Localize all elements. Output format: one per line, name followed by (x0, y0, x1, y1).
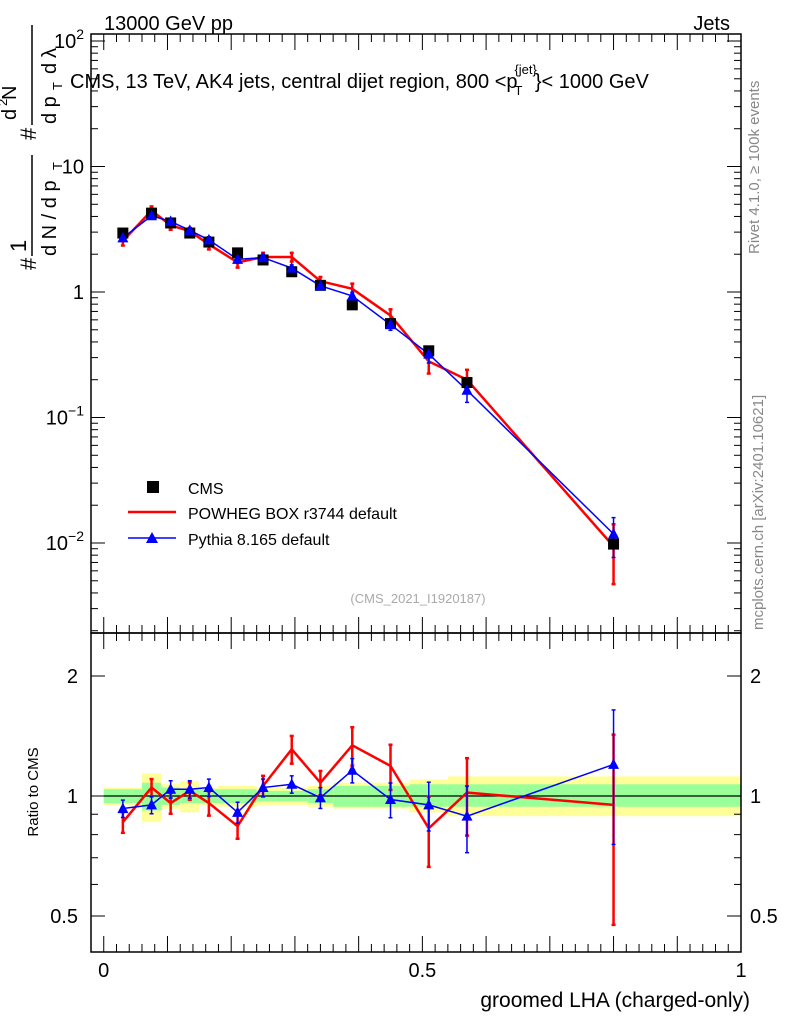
main-y-tick-label: 10−2 (46, 528, 84, 555)
title-sup-jet: {jet} (514, 62, 537, 77)
svg-text:2: 2 (0, 99, 10, 106)
ratio-powheg-line (121, 743, 614, 831)
ratio-pythia-point (314, 791, 326, 803)
svg-text:#: # (16, 257, 41, 270)
ratio-pythia-point (203, 781, 215, 793)
pythia-point (461, 384, 473, 395)
pythia-point (608, 527, 620, 539)
svg-text:T: T (50, 162, 65, 170)
svg-text:#: # (16, 127, 41, 140)
title-part-1: CMS, 13 TeV, AK4 jets, central dijet reg… (70, 71, 518, 93)
pythia-point (184, 224, 196, 235)
ratio-y-tick-label-right: 0.5 (750, 906, 778, 928)
main-y-tick-label: 1 (73, 282, 84, 304)
rivet-label: Rivet 4.1.0, ≥ 100k events (746, 81, 763, 254)
ratio-pythia-point (257, 781, 269, 793)
ratio-y-tick-label-left: 1 (67, 786, 78, 808)
legend-marker-cms (147, 481, 159, 493)
ratio-pythia-line (122, 763, 614, 817)
pythia-point (286, 262, 298, 273)
main-y-tick-label: 10 (62, 157, 84, 179)
svg-text:d: d (39, 63, 61, 74)
ratio-panel-marks (117, 709, 620, 927)
ratio-pythia-point (232, 806, 244, 817)
pythia-point (257, 251, 269, 263)
title-part-2: }< 1000 GeV (535, 71, 650, 93)
pythia-point (314, 279, 326, 291)
ratio-pythia-point (117, 802, 129, 814)
svg-text:N: N (0, 86, 21, 100)
x-axis-label: groomed LHA (charged-only) (480, 989, 750, 1012)
cms-point (232, 247, 244, 259)
ratio-pythia-point (423, 798, 435, 810)
title-sub-T: T (515, 83, 523, 98)
pythia-point (117, 231, 129, 243)
svg-text:d: d (0, 109, 21, 120)
legend-label-powheg: POWHEG BOX r3744 default (188, 506, 398, 523)
pythia-point (165, 215, 177, 226)
x-tick-label: 0.5 (408, 960, 436, 982)
main-y-tick-label: 10−1 (46, 403, 84, 430)
cms-point (608, 538, 620, 550)
pythia-point (385, 318, 397, 330)
pythia-point (346, 289, 358, 301)
legend-marker-pythia (146, 532, 158, 543)
main-y-tick-label: 102 (54, 26, 84, 53)
ratio-frame (90, 632, 742, 953)
ratio-pythia-point (385, 793, 397, 804)
x-tick-label: 0 (98, 960, 109, 982)
svg-text:d N / d p: d N / d p (39, 180, 61, 256)
ratio-pythia-point (146, 798, 158, 810)
process-label: 13000 GeV pp (104, 13, 233, 35)
legend-label-pythia: Pythia 8.165 default (188, 532, 330, 549)
ratio-pythia-point (608, 758, 620, 769)
analysis-watermark: (CMS_2021_I1920187) (350, 591, 485, 606)
pythia-point (203, 233, 215, 245)
ratio-pythia-point (184, 783, 196, 794)
pythia-point (232, 253, 244, 264)
category-label: Jets (693, 13, 730, 35)
cms-point (346, 299, 358, 311)
ratio-y-tick-label-left: 2 (67, 666, 78, 688)
ratio-pythia-point (461, 810, 473, 821)
ratio-panel-axes: 0.5 0.5 1 1 2 2 0 0.5 1 (50, 632, 778, 982)
svg-text:T: T (50, 82, 65, 90)
pythia-point (423, 348, 435, 359)
mcplots-label: mcplots.cern.ch [arXiv:2401.10621] (750, 395, 767, 630)
svg-text:1: 1 (6, 240, 31, 252)
main-ylabel: # 1 d N / d p T # d 2 N d p T d λ (0, 25, 65, 270)
ratio-y-tick-label-left: 0.5 (50, 906, 78, 928)
svg-text:λ: λ (39, 48, 61, 58)
main-panel-marks (117, 205, 620, 586)
cms-point (461, 377, 473, 389)
ratio-pythia-point (165, 783, 177, 794)
ratio-ylabel: Ratio to CMS (25, 747, 42, 836)
legend-label-cms: CMS (188, 481, 224, 498)
pythia-point (146, 209, 158, 221)
ratio-y-tick-label-right: 2 (750, 666, 761, 688)
svg-text:d p: d p (39, 96, 61, 124)
ratio-pythia-point (346, 764, 358, 775)
ratio-pythia-point (286, 778, 298, 789)
chart-title: CMS, 13 TeV, AK4 jets, central dijet reg… (70, 62, 650, 98)
legend: CMS POWHEG BOX r3744 default Pythia 8.16… (128, 481, 398, 549)
ratio-y-tick-label-right: 1 (750, 786, 761, 808)
x-tick-label: 1 (735, 960, 746, 982)
